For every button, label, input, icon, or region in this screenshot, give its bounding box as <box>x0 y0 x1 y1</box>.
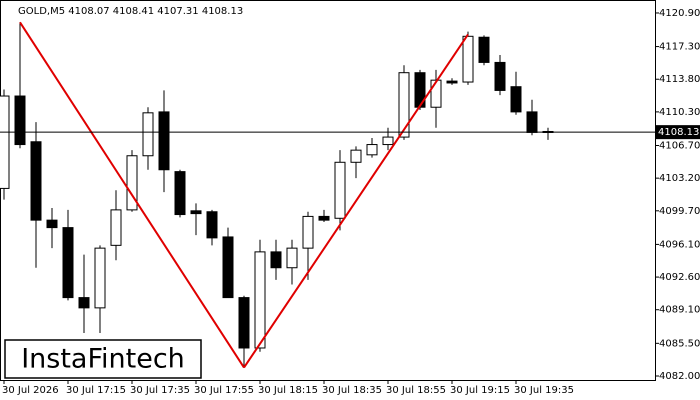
y-tick-label: 4099.70 <box>659 206 700 217</box>
candle-body <box>190 210 202 215</box>
y-tick-label: 4110.30 <box>659 107 700 118</box>
pattern-line <box>243 33 469 369</box>
y-tick-label: 4106.70 <box>659 140 700 151</box>
candle-body <box>366 144 378 156</box>
y-tick-label: 4117.30 <box>659 42 700 53</box>
candle-body <box>318 215 330 221</box>
candle-body <box>334 161 346 219</box>
candle-body <box>350 149 362 163</box>
candle-body <box>270 251 282 269</box>
price-label-box <box>655 125 700 140</box>
candle-body <box>254 251 266 349</box>
x-tick-label: 30 Jul 19:35 <box>514 385 574 396</box>
candle-body <box>142 112 154 157</box>
candle-body <box>110 209 122 246</box>
watermark: InstaFintech <box>21 344 185 375</box>
candle-body <box>206 211 218 239</box>
candle-body <box>286 247 298 269</box>
candle-body <box>446 80 458 84</box>
candle-body <box>158 111 170 171</box>
x-tick-label: 30 Jul 18:55 <box>386 385 446 396</box>
y-tick-label: 4113.80 <box>659 74 700 85</box>
x-tick-label: 30 Jul 17:55 <box>194 385 254 396</box>
y-tick-label: 4096.10 <box>659 239 700 250</box>
candle-body <box>30 141 42 221</box>
y-tick-label: 4089.10 <box>659 305 700 316</box>
x-tick-label: 30 Jul 17:35 <box>130 385 190 396</box>
plot-frame <box>0 0 656 381</box>
candle-body <box>510 86 522 113</box>
candle-body <box>0 95 10 189</box>
candle-body <box>174 171 186 216</box>
candle-body <box>14 95 26 146</box>
candle-body <box>462 35 474 83</box>
x-tick-label: 30 Jul 18:15 <box>258 385 318 396</box>
candle-body <box>46 219 58 229</box>
candle-body <box>382 136 394 146</box>
y-tick-label: 4082.00 <box>659 371 700 382</box>
candle-body <box>62 227 74 299</box>
x-tick-label: 30 Jul 17:15 <box>66 385 126 396</box>
candle-body <box>302 215 314 249</box>
x-tick-label: 30 Jul 19:15 <box>450 385 510 396</box>
watermark-box <box>4 339 202 379</box>
y-tick-label: 4120.90 <box>659 8 700 19</box>
candle-body <box>430 79 442 108</box>
candle-body <box>398 72 410 138</box>
y-tick-label: 4092.60 <box>659 272 700 283</box>
x-tick-label: 30 Jul 18:35 <box>322 385 382 396</box>
price-label: 4108.13 <box>658 127 699 138</box>
candle-body <box>78 297 90 309</box>
candle-body <box>94 247 106 309</box>
candle-body <box>238 297 250 349</box>
y-tick-label: 4103.20 <box>659 173 700 184</box>
y-tick-label: 4085.50 <box>659 338 700 349</box>
chart-title: GOLD,M5 4108.07 4108.41 4107.31 4108.13 <box>18 6 243 17</box>
pattern-line <box>19 21 245 369</box>
candle-body <box>222 236 234 299</box>
candle-body <box>478 36 490 63</box>
candle-body <box>126 155 138 211</box>
x-tick-label: 30 Jul 2026 <box>2 385 59 396</box>
candle-body <box>494 61 506 91</box>
candle-body <box>526 111 538 133</box>
